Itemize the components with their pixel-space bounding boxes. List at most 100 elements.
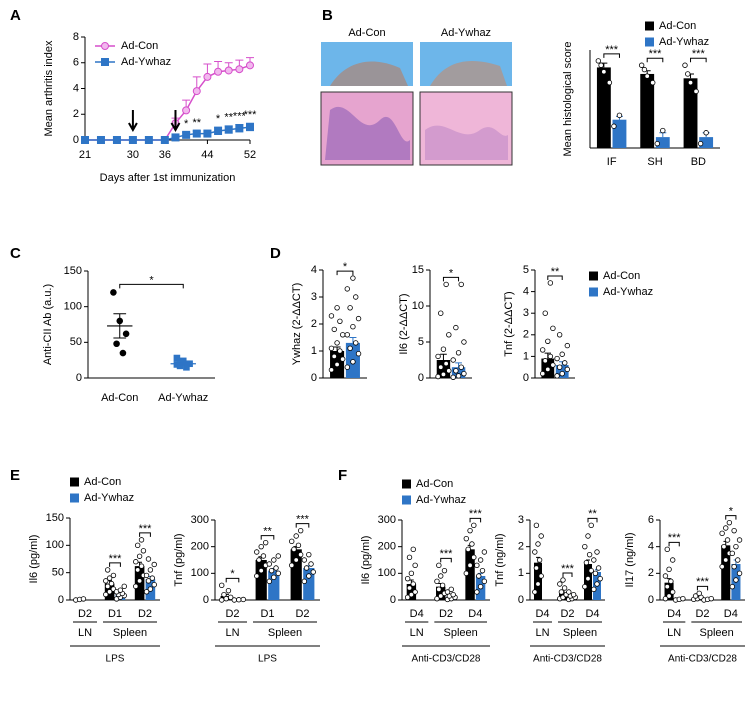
data-point	[560, 577, 566, 583]
data-point	[145, 578, 152, 584]
data-point	[448, 586, 454, 593]
y-tick-label: 2	[523, 329, 529, 341]
data-point	[301, 557, 308, 563]
data-point	[103, 591, 109, 598]
data-point	[692, 593, 699, 599]
y-tick-label: 0	[73, 134, 79, 146]
data-point	[306, 551, 312, 558]
x-tick-label: D2	[560, 608, 574, 620]
bar	[255, 560, 267, 600]
data-point	[606, 79, 613, 86]
data-point	[236, 597, 242, 603]
bar	[721, 545, 731, 600]
data-point	[151, 581, 157, 588]
data-point	[450, 374, 456, 380]
data-point	[654, 140, 660, 147]
significance-bracket	[547, 275, 563, 280]
data-point	[729, 583, 736, 590]
data-point	[331, 326, 337, 333]
legend-label: Ad-Con	[659, 20, 696, 32]
significance-bracket	[603, 53, 620, 58]
data-point	[729, 550, 736, 557]
significance: **	[588, 508, 597, 520]
data-point	[306, 573, 312, 579]
data-point	[601, 69, 607, 75]
x-tick-label: Ad-Con	[101, 392, 138, 404]
data-point	[669, 557, 676, 563]
y-tick-label: 5	[418, 336, 424, 348]
data-point	[340, 356, 346, 362]
data-point	[258, 543, 264, 550]
y-tick-label: 6	[648, 514, 654, 526]
data-point	[583, 559, 590, 566]
data-point	[293, 557, 299, 563]
data-point	[594, 581, 600, 587]
data-point	[723, 525, 729, 531]
data-point	[173, 361, 181, 368]
data-point	[310, 569, 316, 575]
data-point	[136, 553, 143, 559]
data-point	[231, 597, 238, 603]
data-point	[134, 567, 141, 573]
data-point	[275, 553, 281, 559]
data-point	[334, 361, 340, 368]
bar	[596, 67, 611, 148]
significance: *	[449, 267, 454, 279]
data-point	[203, 129, 212, 138]
data-point	[703, 130, 709, 136]
data-point	[453, 324, 459, 331]
data-point	[406, 585, 413, 591]
data-point	[110, 572, 117, 579]
data-point	[112, 136, 121, 144]
data-point	[597, 575, 603, 582]
data-point	[337, 348, 343, 354]
data-point	[334, 340, 340, 346]
data-point	[192, 87, 201, 96]
data-point	[566, 589, 572, 595]
data-point	[595, 58, 602, 64]
data-point	[404, 594, 411, 601]
data-point	[295, 542, 302, 549]
y-tick-label: 200	[378, 541, 396, 553]
group-label: Spleen	[444, 627, 478, 639]
panel-letter: C	[10, 245, 21, 262]
data-point	[570, 591, 577, 598]
data-point	[268, 567, 275, 574]
data-point	[355, 315, 362, 322]
data-point	[477, 583, 484, 590]
data-point	[412, 589, 418, 595]
data-point	[564, 342, 571, 349]
data-point	[260, 553, 267, 559]
data-point	[455, 373, 462, 379]
bar	[465, 549, 475, 600]
data-point	[550, 362, 556, 368]
data-point	[151, 561, 157, 568]
data-point	[344, 286, 350, 292]
y-axis-label: Anti-CII Ab (a.u.)	[42, 284, 54, 365]
data-point	[266, 578, 273, 585]
data-point	[582, 583, 588, 590]
data-point	[106, 575, 113, 581]
y-tick-label: 150	[64, 265, 82, 277]
data-point	[408, 570, 415, 577]
data-point	[682, 62, 688, 68]
significance-bracket	[562, 572, 573, 577]
data-point	[273, 565, 279, 571]
data-point	[558, 589, 565, 595]
data-point	[666, 566, 672, 573]
data-point	[735, 557, 741, 563]
data-point	[463, 570, 469, 577]
data-point	[538, 573, 544, 579]
significance: ***	[561, 563, 575, 575]
data-point	[697, 140, 704, 147]
data-point	[436, 586, 442, 593]
significance: ***	[469, 508, 483, 520]
data-point	[121, 583, 127, 590]
data-point	[545, 366, 551, 373]
data-point	[726, 519, 733, 526]
x-tick-label: D2	[295, 608, 309, 620]
data-point	[438, 593, 444, 599]
y-tick-label: 150	[46, 512, 64, 524]
significance: **	[551, 266, 560, 278]
significance-bracket	[668, 541, 680, 547]
